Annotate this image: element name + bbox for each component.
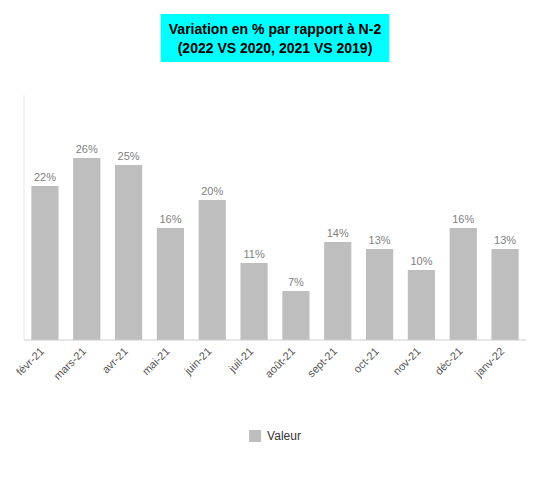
data-label: 7% — [288, 276, 304, 288]
x-tick-label: août-21 — [262, 345, 297, 380]
data-label: 20% — [201, 185, 223, 197]
title-background — [161, 14, 390, 62]
bar — [157, 228, 184, 340]
data-label: 13% — [369, 234, 391, 246]
x-tick-label: janv-22 — [472, 345, 507, 380]
data-label: 13% — [494, 234, 516, 246]
y-axis-line — [24, 95, 25, 340]
title: Variation en % par rapport à N-2 — [169, 21, 382, 37]
data-label: 22% — [34, 171, 56, 183]
data-label: 14% — [327, 227, 349, 239]
bar — [31, 186, 58, 340]
bars — [31, 158, 518, 340]
bar — [491, 249, 518, 340]
data-label: 16% — [159, 213, 181, 225]
bar — [366, 249, 393, 340]
chart-svg: Variation en % par rapport à N-2 (2022 VS… — [0, 0, 550, 480]
x-tick-label: juin-21 — [181, 345, 214, 378]
x-tick-label: juil-21 — [226, 345, 256, 375]
x-tick-label: oct-21 — [351, 345, 381, 375]
bar — [73, 158, 100, 340]
data-label: 26% — [76, 143, 98, 155]
x-tick-label: déc-21 — [432, 345, 464, 377]
x-tick-label: mars-21 — [51, 345, 88, 382]
x-tick-label: févr-21 — [14, 345, 47, 378]
bar — [324, 242, 351, 340]
bar — [408, 270, 435, 340]
data-label: 11% — [243, 248, 264, 260]
x-tick-label: sept-21 — [305, 345, 339, 379]
chart-container: Variation en % par rapport à N-2 (2022 VS… — [0, 0, 550, 480]
legend-swatch — [249, 430, 261, 442]
bar — [199, 200, 226, 340]
subtitle: (2022 VS 2020, 2021 VS 2019) — [178, 40, 373, 56]
bar — [240, 263, 267, 340]
legend: Valeur — [249, 429, 301, 443]
bar — [450, 228, 477, 340]
data-label: 16% — [452, 213, 474, 225]
bar — [115, 165, 142, 340]
data-label: 10% — [410, 255, 432, 267]
legend-label: Valeur — [267, 429, 301, 443]
bar — [282, 291, 309, 340]
x-tick-label: avr-21 — [99, 345, 130, 376]
x-axis-line — [24, 340, 526, 341]
x-tick-label: mai-21 — [140, 345, 172, 377]
x-tick-label: nov-21 — [391, 345, 423, 377]
data-label: 25% — [118, 150, 140, 162]
